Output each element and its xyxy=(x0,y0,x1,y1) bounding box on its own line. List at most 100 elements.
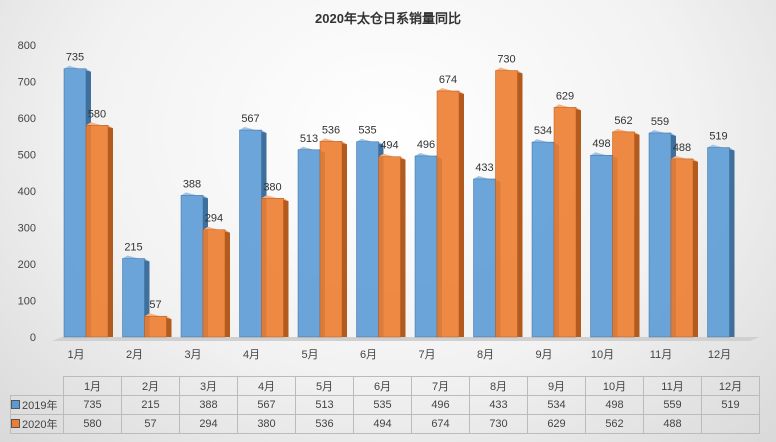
data-label: 562 xyxy=(614,115,632,127)
table-header-cell: 5月 xyxy=(295,376,354,396)
data-label: 513 xyxy=(300,133,318,145)
table-cell: 498 xyxy=(585,395,644,415)
table-cell: 513 xyxy=(295,395,354,415)
y-tick-label: 500 xyxy=(18,150,36,162)
table-cell: 294 xyxy=(179,414,238,434)
table-cell xyxy=(701,414,760,434)
x-tick-label: 10月 xyxy=(591,349,614,361)
data-label: 294 xyxy=(205,213,223,225)
data-label: 535 xyxy=(358,125,376,137)
table-cell: 519 xyxy=(701,395,760,415)
x-tick-label: 1月 xyxy=(67,349,84,361)
table-header-cell: 6月 xyxy=(353,376,412,396)
bar-side xyxy=(400,156,406,337)
x-tick-label: 11月 xyxy=(650,349,672,361)
legend-key: 2019年 xyxy=(10,395,64,415)
y-tick-label: 700 xyxy=(18,77,36,89)
table-cell: 562 xyxy=(585,414,644,434)
bar-2019年 xyxy=(648,132,672,338)
data-label: 567 xyxy=(241,113,259,125)
table-header-cell: 10月 xyxy=(585,376,644,396)
data-label: 534 xyxy=(534,125,552,137)
bar-side xyxy=(576,107,581,337)
y-tick-label: 400 xyxy=(18,186,36,198)
data-label: 559 xyxy=(651,116,669,128)
bar-2020年 xyxy=(553,107,577,338)
table-cell: 57 xyxy=(121,414,180,434)
table-header-row: 1月 2月 3月 4月 5月 6月 7月 8月 9月 10月 11月 12月 xyxy=(11,376,760,396)
bar-2019年 xyxy=(297,149,321,338)
table-cell: 388 xyxy=(179,395,238,415)
bar-2019年 xyxy=(473,178,496,338)
bar-2019年 xyxy=(356,141,379,338)
table-cell: 559 xyxy=(643,395,702,415)
table-header-cell: 9月 xyxy=(527,376,586,396)
bar-side xyxy=(108,125,113,337)
bar-side xyxy=(342,141,347,337)
x-tick-label: 12月 xyxy=(708,349,731,361)
table-cell: 534 xyxy=(527,395,586,415)
data-label: 215 xyxy=(124,242,142,254)
x-tick-label: 6月 xyxy=(360,349,377,361)
bar-2020年 xyxy=(378,156,401,338)
data-label: 496 xyxy=(417,139,435,151)
data-label: 498 xyxy=(592,138,610,150)
data-label: 536 xyxy=(322,124,340,136)
table-cell: 580 xyxy=(63,414,122,434)
chart-floor xyxy=(52,337,760,341)
data-label: 674 xyxy=(439,74,457,86)
y-tick-label: 200 xyxy=(18,259,36,271)
bar-side xyxy=(166,316,172,337)
data-label: 519 xyxy=(709,131,727,143)
table-header-cell: 12月 xyxy=(701,376,760,396)
bar-2019年 xyxy=(531,141,555,338)
legend-swatch xyxy=(11,400,20,409)
bar-2019年 xyxy=(239,129,262,338)
data-label: 629 xyxy=(556,90,574,102)
table-header-cell: 7月 xyxy=(411,376,470,396)
data-label: 580 xyxy=(88,108,106,120)
data-table: 1月 2月 3月 4月 5月 6月 7月 8月 9月 10月 11月 12月 2019年 735 215 38… xyxy=(10,376,760,434)
data-label: 57 xyxy=(149,299,161,311)
y-tick-label: 800 xyxy=(18,40,36,52)
data-label: 735 xyxy=(66,52,84,64)
bar-2020年 xyxy=(670,158,694,338)
bar-2020年 xyxy=(85,125,109,338)
data-label: 494 xyxy=(380,140,398,152)
data-label: 380 xyxy=(263,181,281,193)
y-tick-label: 300 xyxy=(18,223,36,235)
table-header-cell: 8月 xyxy=(469,376,528,396)
x-tick-label: 9月 xyxy=(535,349,552,361)
bar-2020年 xyxy=(144,315,167,338)
bar-2020年 xyxy=(495,70,518,338)
table-cell: 674 xyxy=(411,414,470,434)
table-header-cell: 4月 xyxy=(237,376,296,396)
table-cell: 380 xyxy=(237,414,296,434)
bar-side xyxy=(693,158,698,337)
bar-side xyxy=(459,90,464,338)
table-cell: 629 xyxy=(527,414,586,434)
data-label: 488 xyxy=(673,142,691,154)
chart-plot: 0 100 200 300 400 500 600 700 800 1月 735 580 2月 215 57… xyxy=(18,40,760,361)
table-header-cell: 11月 xyxy=(643,376,702,396)
chart-title: 2020年太仓日系销量同比 xyxy=(315,11,461,26)
y-tick-label: 600 xyxy=(18,113,36,125)
data-label: 730 xyxy=(497,54,515,66)
bar-2019年 xyxy=(414,155,438,338)
table-cell: 496 xyxy=(411,395,470,415)
table-cell: 433 xyxy=(469,395,528,415)
x-tick-label: 8月 xyxy=(477,349,494,361)
x-tick-label: 2月 xyxy=(126,349,143,361)
table-cell: 536 xyxy=(295,414,354,434)
table-cell: 215 xyxy=(121,395,180,415)
bar-2019年 xyxy=(590,154,613,338)
data-label: 388 xyxy=(183,178,201,190)
legend-swatch xyxy=(11,419,20,428)
bar-side xyxy=(225,229,230,337)
table-header-cell: 2月 xyxy=(121,376,180,396)
bar-2020年 xyxy=(612,131,635,338)
y-tick-label: 100 xyxy=(18,296,36,308)
x-tick-label: 4月 xyxy=(243,349,260,361)
bar-side xyxy=(634,131,640,337)
y-tick-label: 0 xyxy=(30,332,36,344)
